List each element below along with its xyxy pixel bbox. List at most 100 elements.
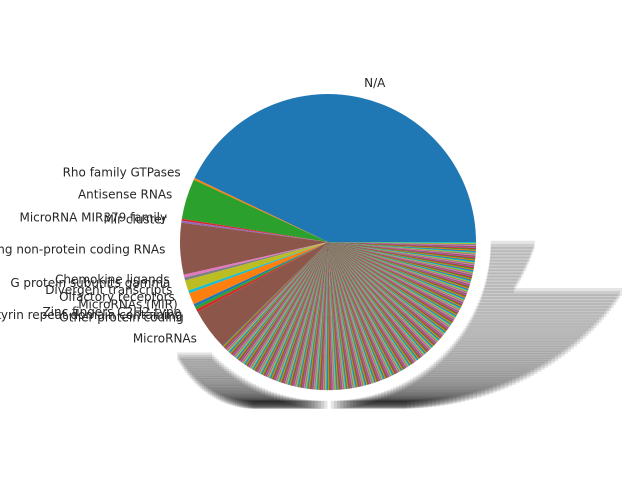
tail-label-smudge <box>487 272 522 281</box>
slice-label: MicroRNA MIR379 family <box>19 211 167 225</box>
pie-slice-mir-cluster <box>181 220 328 242</box>
tail-label-smudge <box>390 388 486 397</box>
pie-slice-n-a <box>194 94 477 242</box>
slice-label: Long non-protein coding RNAs <box>0 243 165 257</box>
tail-label-smudge <box>431 363 542 372</box>
tail-label-smudge <box>220 393 280 402</box>
tail-label-smudge <box>343 400 424 409</box>
tail-label-smudge <box>436 359 549 368</box>
slice-label: Other protein coding <box>59 311 183 325</box>
tail-label-smudge <box>177 352 213 361</box>
tail-label-smudge <box>215 391 274 400</box>
tail-label-smudge <box>410 378 513 387</box>
tail-label-smudge <box>356 398 441 407</box>
pie-slice-ankyrin-repeat-domain-containing <box>194 242 328 310</box>
tail-label-smudge <box>381 391 473 400</box>
tail-label-smudge <box>245 400 318 409</box>
tail-label-smudge <box>490 253 531 262</box>
tail-label-smudge <box>182 361 222 370</box>
tail-label-smudge <box>465 325 592 334</box>
tail-label-smudge <box>349 399 432 408</box>
pie-slice-microrna-mir379-family <box>181 218 328 242</box>
tail-label-smudge <box>239 399 309 408</box>
tail-label-smudge <box>191 372 237 381</box>
tail-label-smudge <box>232 398 299 407</box>
tail-label-smudge <box>415 375 520 384</box>
tail-label-smudge <box>378 392 469 401</box>
tail-label-smudge <box>398 384 497 393</box>
tail-label-smudge <box>183 363 224 372</box>
tail-label-smudge <box>490 247 533 256</box>
slice-label: Chemokine ligands <box>55 273 170 287</box>
slice-label: MicroRNAs <box>133 332 197 346</box>
tail-label-smudge <box>445 350 562 359</box>
tail-label-smudge <box>481 291 620 299</box>
tail-label-smudge <box>333 400 411 409</box>
tail-label-smudge <box>489 256 529 265</box>
tail-label-smudge <box>455 338 577 347</box>
tail-label-smudge <box>237 399 306 408</box>
tail-label-smudge <box>384 390 478 399</box>
tail-label-smudge <box>187 367 229 376</box>
tail-label-clutter <box>177 240 622 409</box>
pie-slice-micrornas-mir <box>189 242 328 305</box>
tail-label-smudge <box>490 250 532 259</box>
tail-label-smudge <box>478 300 614 309</box>
tail-label-smudge <box>204 384 257 393</box>
pie-slice-antisense-rnas <box>181 179 328 242</box>
tail-label-smudge <box>185 365 227 374</box>
tail-label-smudge <box>362 397 449 406</box>
pie-slice-olfactory-receptors <box>188 242 328 294</box>
tail-label-smudge <box>211 389 268 398</box>
tail-label-smudge <box>230 397 296 406</box>
tail-label-smudge <box>374 393 465 402</box>
tail-label-smudge <box>483 284 514 293</box>
tail-label-smudge <box>365 396 453 405</box>
tail-label-smudge <box>479 297 616 306</box>
pie-slice-long-non-protein-coding-rnas <box>180 222 328 275</box>
pie-slice-zinc-fingers-c2h2-type <box>193 242 328 307</box>
pie-slice-other-protein-coding <box>196 242 328 313</box>
slice-label: Mir cluster <box>103 213 166 227</box>
tail-label-smudge <box>243 400 315 409</box>
slice-label: Antisense RNAs <box>78 188 172 202</box>
pie-slice-labels: N/A Rho family GTPases Antisense RNAs Micro… <box>0 76 386 345</box>
pie-slice-tail <box>327 241 477 244</box>
tail-label-smudge <box>337 400 416 409</box>
tail-label-smudge <box>234 398 302 407</box>
tail-label-smudge <box>451 343 571 352</box>
tail-label-smudge <box>195 376 243 385</box>
tail-label-smudge <box>193 374 240 383</box>
tail-label-smudge <box>470 317 600 326</box>
tail-label-smudge <box>226 396 290 405</box>
tail-label-smudge <box>418 373 524 382</box>
slice-label: Zinc fingers C2H2-type <box>42 305 181 319</box>
slice-label: Rho family GTPases <box>63 166 181 180</box>
tail-label-smudge <box>395 385 493 394</box>
tail-label-smudge <box>463 328 589 337</box>
tail-label-smudge <box>480 294 618 303</box>
tail-label-smudge <box>466 322 594 331</box>
tail-label-smudge <box>340 400 420 409</box>
slice-label: MicroRNAs (MIR) <box>78 298 177 312</box>
tail-label-smudge <box>490 243 534 252</box>
tail-label-smudge <box>457 336 580 345</box>
tail-label-smudge <box>461 331 586 339</box>
tail-label-smudge <box>206 385 260 394</box>
tail-label-smudge <box>473 311 605 320</box>
tail-label-smudge <box>353 398 436 407</box>
slice-label: G protein subunits gamma <box>10 276 170 290</box>
tail-label-smudge <box>490 240 535 249</box>
tail-label-smudge <box>404 381 505 390</box>
tail-label-smudge <box>202 382 254 391</box>
tail-label-smudge <box>368 395 457 404</box>
tail-label-smudge <box>241 400 312 408</box>
pie-main-slices <box>180 94 477 346</box>
slice-label: Divergent transcripts <box>45 283 172 297</box>
tail-label-smudge <box>200 381 251 390</box>
slice-label: Olfactory receptors <box>59 290 175 304</box>
tail-label-smudge <box>449 346 568 355</box>
tail-label-smudge <box>346 399 428 408</box>
tail-label-smudge <box>208 386 262 395</box>
